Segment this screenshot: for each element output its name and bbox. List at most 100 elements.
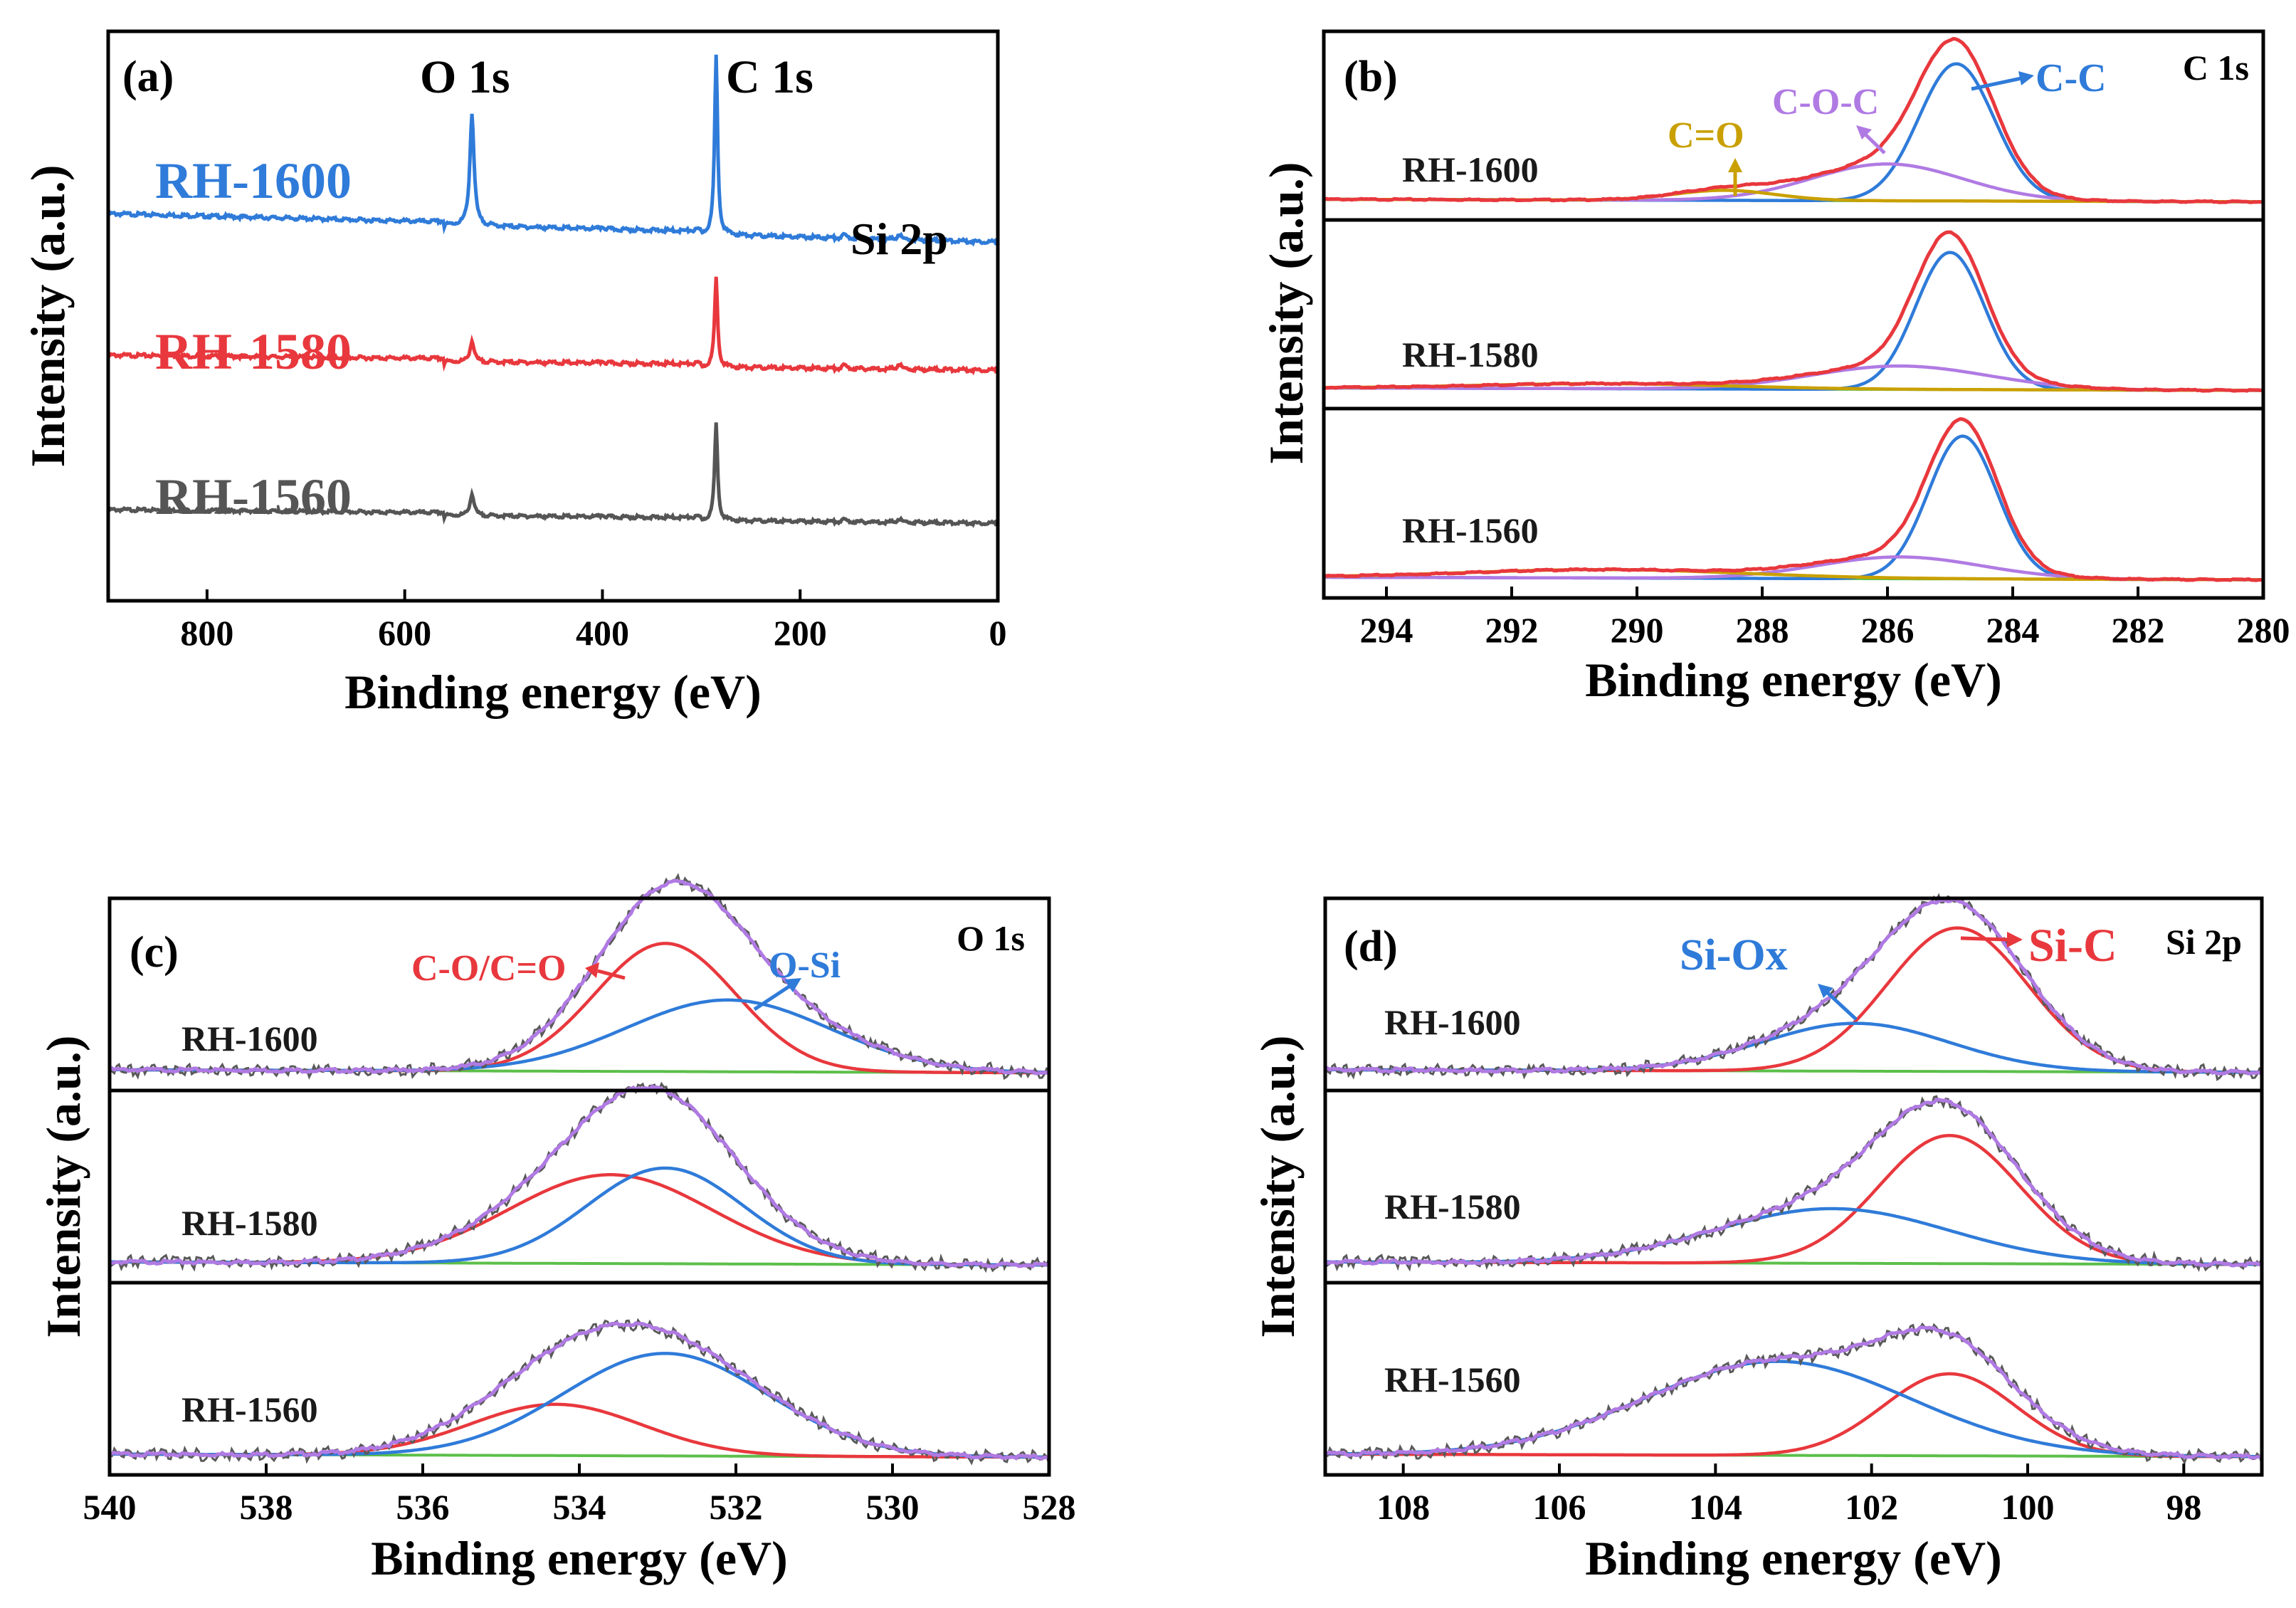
panel-c-label: (c) [130, 928, 179, 977]
panel-a: 800 600 400 200 0 (a) O 1s C 1s Si 2p RH-160… [21, 29, 1007, 719]
panel-b: 294 292 290 288 286 284 282 280 (b) C 1s RH-160… [1259, 29, 2290, 707]
legend-rh1560: RH-1560 [155, 468, 352, 525]
panel-a-label: (a) [122, 53, 174, 101]
x-tick-label: 800 [180, 613, 233, 653]
panel-d-sample-2: RH-1580 [1384, 1187, 1521, 1226]
panel-d-label: (d) [1344, 923, 1398, 971]
x-tick-label: 530 [866, 1487, 920, 1527]
x-tick-label: 108 [1376, 1487, 1430, 1527]
panel-c: 540 538 536 534 532 530 528 (c) O 1s RH-1600 R… [36, 873, 1076, 1585]
x-tick-label: 294 [1360, 610, 1413, 650]
envelope-rh-1560 [1324, 1325, 2263, 1460]
envelope-rh-1580 [1324, 1098, 2263, 1268]
panel-b-x-ticks: 294 292 290 288 286 284 282 280 [1360, 587, 2290, 650]
envelope-rh-1560 [1323, 417, 2264, 582]
panel-c-curves [108, 873, 1050, 1466]
x-tick-label: 106 [1533, 1487, 1586, 1527]
x-tick-label: 536 [396, 1487, 450, 1527]
panel-b-core-level: C 1s [2183, 48, 2249, 88]
panel-d-core-level: Si 2p [2166, 922, 2242, 962]
raw-data-rh-1580 [1325, 1095, 2263, 1272]
panel-b-sample-1: RH-1600 [1402, 149, 1539, 189]
x-tick-label: 600 [378, 613, 431, 653]
survey-spectrum-rh-1580 [106, 276, 999, 376]
arrow-c-o-c [1856, 125, 1886, 154]
x-tick-label: 528 [1023, 1487, 1076, 1527]
panel-a-y-label: Intensity (a.u.) [21, 164, 75, 467]
peak-label-c1s: C 1s [726, 51, 813, 103]
annotation-c-c: C-C [2036, 56, 2107, 100]
arrow-c-double-o [1728, 158, 1742, 196]
panel-d-frame [1323, 896, 2264, 1477]
component-c-c-rh-1560 [1324, 434, 2263, 582]
arrow-si-ox [1818, 984, 1858, 1021]
envelope-rh-1580 [108, 1084, 1050, 1269]
peak-label-o1s: O 1s [420, 51, 510, 103]
annotation-c-o-c: C-O-C [1772, 82, 1879, 122]
envelope-rh-1600 [108, 878, 1050, 1076]
panel-b-sample-2: RH-1580 [1402, 335, 1539, 374]
peak-label-si2p: Si 2p [851, 214, 948, 264]
x-tick-label: 0 [989, 613, 1007, 653]
panel-c-x-ticks: 540 538 536 534 532 530 528 [83, 1464, 1076, 1527]
panel-d-sample-3: RH-1560 [1384, 1360, 1521, 1399]
x-tick-label: 400 [576, 613, 629, 653]
panel-c-sample-2: RH-1580 [181, 1203, 318, 1243]
annotation-c-double-o: C=O [1668, 115, 1744, 156]
x-tick-label: 100 [2001, 1487, 2055, 1527]
x-tick-label: 280 [2237, 610, 2290, 650]
x-tick-label: 290 [1611, 610, 1664, 650]
x-tick-label: 284 [1986, 610, 2040, 650]
panel-d-x-label: Binding energy (eV) [1585, 1531, 2002, 1585]
panel-c-core-level: O 1s [957, 918, 1025, 958]
envelope-rh-1560 [109, 1320, 1050, 1461]
x-tick-label: 286 [1861, 610, 1915, 650]
x-tick-label: 292 [1485, 610, 1539, 650]
survey-spectrum-rh-1560 [106, 422, 999, 528]
x-tick-label: 540 [83, 1487, 137, 1527]
arrow-o-si [753, 978, 801, 1011]
panel-b-x-label: Binding energy (eV) [1585, 653, 2002, 707]
panel-d-x-ticks: 108 106 104 102 100 98 [1376, 1464, 2201, 1527]
panel-b-sample-3: RH-1560 [1402, 510, 1539, 550]
x-tick-label: 534 [553, 1487, 606, 1527]
panel-b-curves [1323, 36, 2264, 582]
panel-c-sample-1: RH-1600 [181, 1019, 318, 1058]
panel-b-frame [1322, 29, 2265, 600]
panel-a-frame [106, 29, 1000, 603]
x-tick-label: 200 [774, 613, 827, 653]
panel-c-y-label: Intensity (a.u.) [36, 1035, 90, 1338]
envelope-rh-1580 [1323, 230, 2264, 393]
panel-a-x-label: Binding energy (eV) [344, 665, 762, 719]
panel-d-curves [1324, 893, 2263, 1465]
panel-a-x-ticks: 800 600 400 200 0 [180, 589, 1007, 653]
x-tick-label: 98 [2166, 1487, 2201, 1527]
panel-d-y-label: Intensity (a.u.) [1250, 1035, 1305, 1338]
envelope-rh-1600 [1323, 36, 2264, 204]
x-tick-label: 538 [240, 1487, 293, 1527]
x-tick-label: 532 [710, 1487, 763, 1527]
x-tick-label: 288 [1736, 610, 1789, 650]
x-tick-label: 282 [2112, 610, 2165, 650]
x-tick-label: 104 [1689, 1487, 1742, 1527]
panel-c-x-label: Binding energy (eV) [371, 1531, 788, 1585]
legend-rh1600: RH-1600 [155, 152, 352, 209]
panel-c-sample-3: RH-1560 [181, 1389, 318, 1429]
envelope-rh-1600 [1324, 897, 2263, 1076]
raw-data-rh-1600 [1325, 893, 2263, 1081]
annotation-si-c: Si-C [2028, 920, 2117, 972]
x-tick-label: 102 [1845, 1487, 1898, 1527]
annotation-o-si: O-Si [769, 945, 841, 986]
panel-b-y-label: Intensity (a.u.) [1259, 162, 1313, 464]
annotation-si-ox: Si-Ox [1680, 931, 1788, 979]
arrow-c-c [1971, 71, 2034, 91]
arrow-c-o-c-double-o [585, 962, 626, 980]
arrow-si-c [1960, 932, 2023, 947]
annotation-c-o-c-double-o: C-O/C=O [411, 948, 566, 989]
survey-spectrum-rh-1600 [106, 54, 999, 247]
panel-d-sample-1: RH-1600 [1384, 1002, 1521, 1042]
component-si-c-rh-1600 [1325, 926, 2262, 1074]
panel-a-curves [106, 54, 999, 528]
panel-d: 108 106 104 102 100 98 (d) Si 2p RH-1600 RH-1… [1250, 893, 2264, 1585]
